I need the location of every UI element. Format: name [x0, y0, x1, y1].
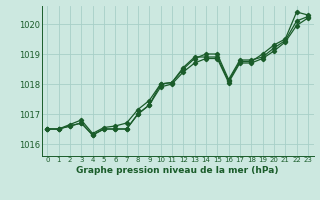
X-axis label: Graphe pression niveau de la mer (hPa): Graphe pression niveau de la mer (hPa) — [76, 166, 279, 175]
